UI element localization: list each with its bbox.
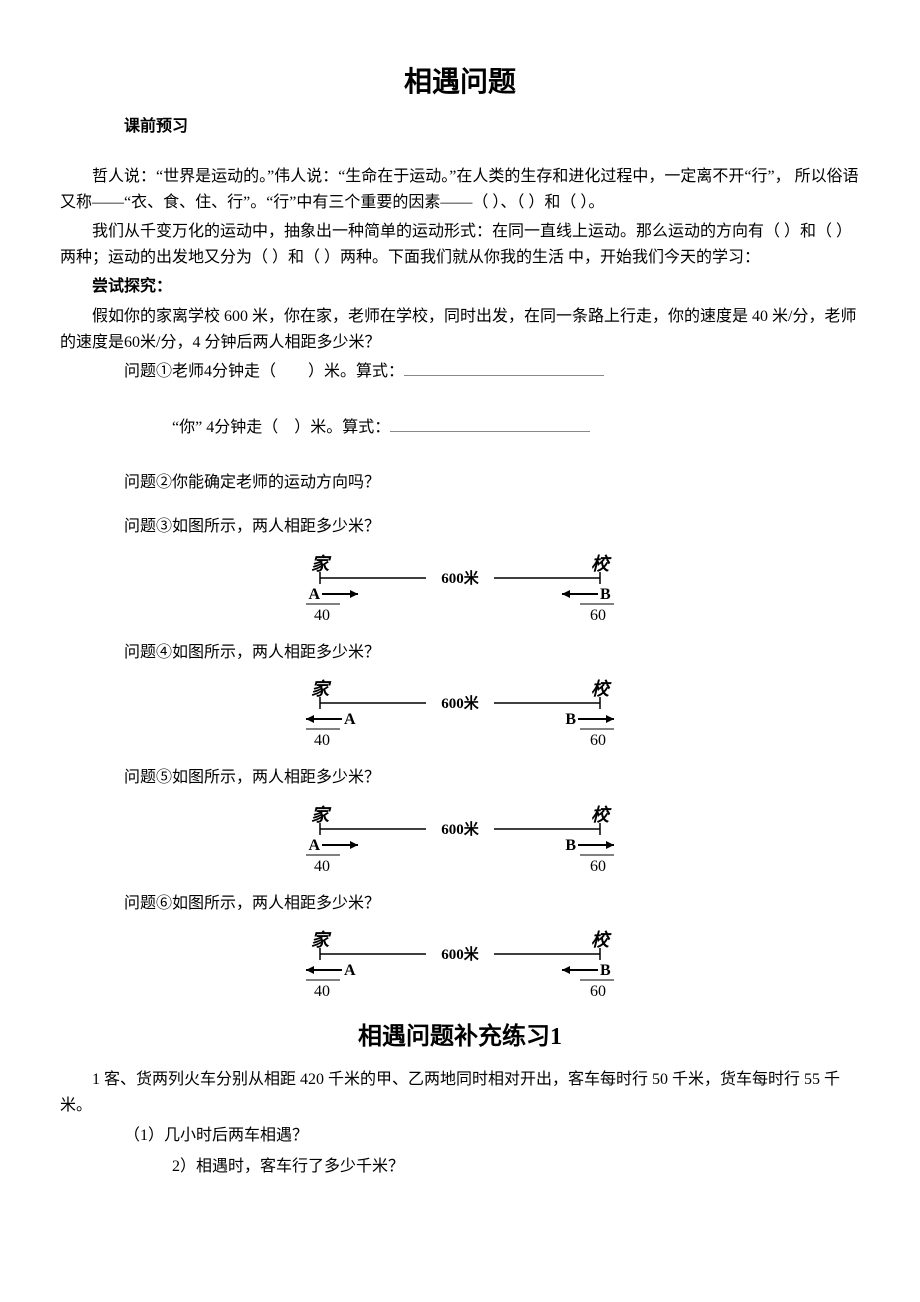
question-1a-text: 问题①老师4分钟走（ ）米。算式： [124, 363, 404, 380]
diagram-3: 家 校 600米 A B 40 60 [270, 548, 650, 624]
svg-text:家: 家 [311, 554, 332, 574]
diagram-6-wrap: 家 校 600米 A B 40 60 [60, 924, 860, 1000]
svg-text:校: 校 [591, 805, 612, 825]
paragraph-2: 我们从千变万化的运动中，抽象出一种简单的运动形式：在同一直线上运动。那么运动的方… [60, 219, 860, 270]
diagram-5: 家 校 600米 A B 40 60 [270, 799, 650, 875]
svg-text:40: 40 [314, 983, 330, 1000]
question-5: 问题⑤如图所示，两人相距多少米？ [124, 765, 860, 791]
blank-1b [390, 416, 590, 432]
exercise-1-q1: （1）几小时后两车相遇？ [124, 1123, 860, 1149]
paragraph-3: 假如你的家离学校 600 米，你在家，老师在学校，同时出发，在同一条路上行走，你… [60, 304, 860, 355]
svg-text:600米: 600米 [441, 820, 480, 838]
diagram-5-wrap: 家 校 600米 A B 40 60 [60, 799, 860, 875]
exercise-1-text: 1 客、货两列火车分别从相距 420 千米的甲、乙两地同时相对开出，客车每时行 … [60, 1067, 860, 1118]
svg-text:60: 60 [590, 858, 606, 875]
svg-text:600米: 600米 [441, 694, 480, 712]
svg-text:A: A [308, 837, 320, 854]
question-6: 问题⑥如图所示，两人相距多少米？ [124, 891, 860, 917]
svg-text:A: A [308, 586, 320, 603]
diagram-6: 家 校 600米 A B 40 60 [270, 924, 650, 1000]
diagram-4: 家 校 600米 A B 40 60 [270, 673, 650, 749]
svg-text:60: 60 [590, 607, 606, 624]
preclass-header: 课前预习 [124, 112, 860, 136]
svg-text:600米: 600米 [441, 945, 480, 963]
page-title: 相遇问题 [60, 60, 860, 100]
svg-text:校: 校 [591, 930, 612, 950]
subtitle: 相遇问题补充练习1 [60, 1016, 860, 1051]
svg-text:40: 40 [314, 732, 330, 749]
svg-text:家: 家 [311, 805, 332, 825]
svg-text:40: 40 [314, 607, 330, 624]
question-1b: “你” 4分钟走（ ）米。算式： [172, 415, 860, 441]
paragraph-1: 哲人说：“世界是运动的。”伟人说：“生命在于运动。”在人类的生存和进化过程中，一… [60, 164, 860, 215]
svg-text:B: B [565, 711, 576, 728]
blank-1a [404, 360, 604, 376]
diagram-3-wrap: 家 校 600米 A B 40 60 [60, 548, 860, 624]
svg-text:B: B [565, 837, 576, 854]
svg-text:A: A [344, 962, 356, 979]
svg-text:40: 40 [314, 858, 330, 875]
svg-text:A: A [344, 711, 356, 728]
svg-text:校: 校 [591, 554, 612, 574]
question-3: 问题③如图所示，两人相距多少米？ [124, 514, 860, 540]
svg-text:家: 家 [311, 679, 332, 699]
question-1a: 问题①老师4分钟走（ ）米。算式： [124, 359, 860, 385]
question-1b-text: “你” 4分钟走（ ）米。算式： [172, 419, 390, 436]
svg-text:校: 校 [591, 679, 612, 699]
try-header: 尝试探究： [60, 274, 860, 300]
svg-text:600米: 600米 [441, 569, 480, 587]
svg-text:60: 60 [590, 732, 606, 749]
svg-text:60: 60 [590, 983, 606, 1000]
svg-text:家: 家 [311, 930, 332, 950]
svg-text:B: B [600, 962, 611, 979]
svg-text:B: B [600, 586, 611, 603]
question-4: 问题④如图所示，两人相距多少米？ [124, 640, 860, 666]
question-2: 问题②你能确定老师的运动方向吗？ [124, 470, 860, 496]
exercise-1-q2: 2）相遇时，客车行了多少千米？ [172, 1154, 860, 1180]
diagram-4-wrap: 家 校 600米 A B 40 60 [60, 673, 860, 749]
